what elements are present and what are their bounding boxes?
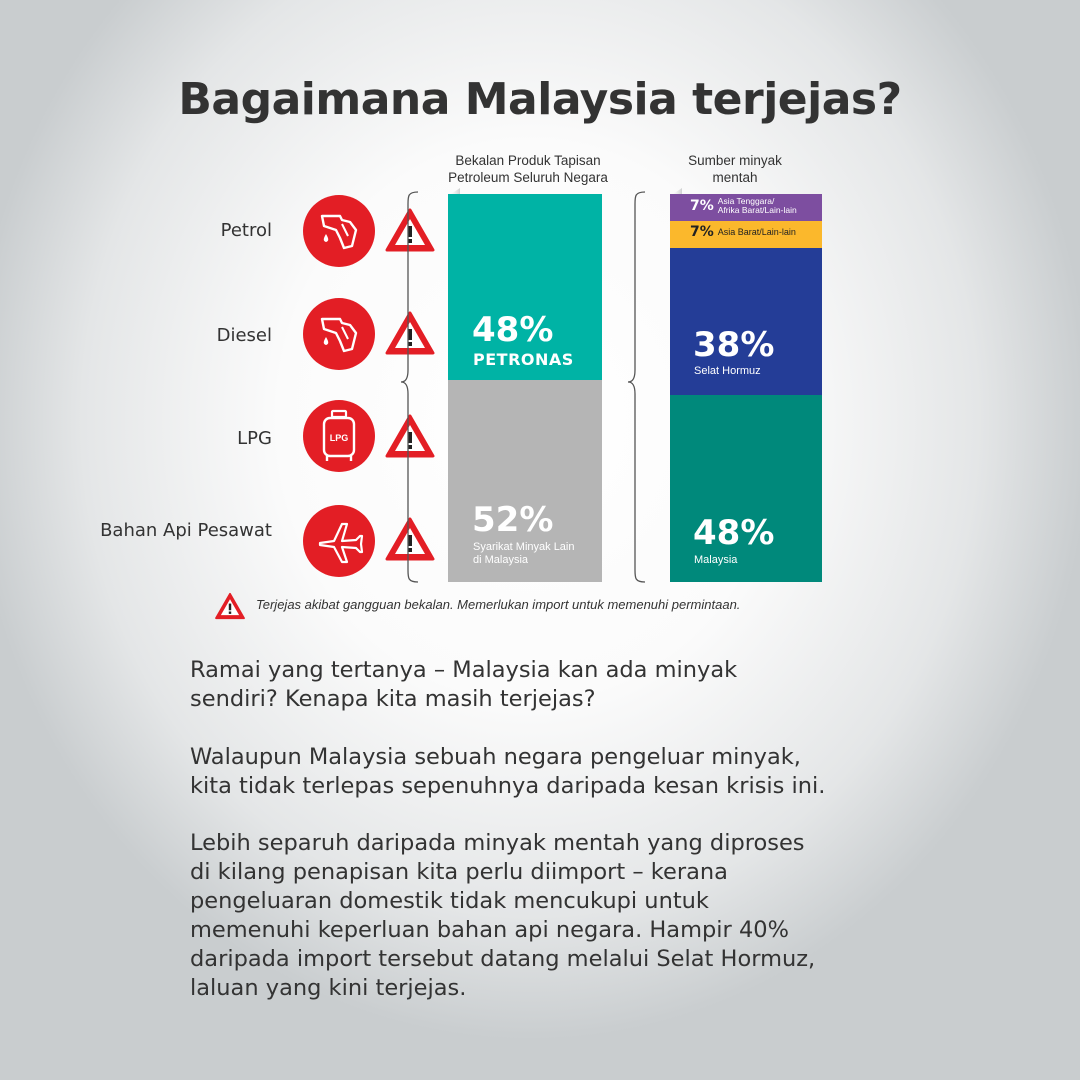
bar-2-sea-africa-label-line-2: Afrika Barat/Lain-lain (717, 205, 797, 215)
bar-2-segment-hormuz (670, 248, 822, 395)
chart-1-title-line-2: Petroleum Seluruh Negara (448, 170, 608, 185)
paragraph-1-line-2: sendiri? Kenapa kita masih terjejas? (190, 686, 596, 712)
page-title: Bagaimana Malaysia terjejas? (178, 74, 902, 125)
bar-2-hormuz-value: 38% (693, 325, 775, 365)
bar-1-other-label: Syarikat Minyak Lain di Malaysia (473, 541, 575, 567)
chart-1-title-line-1: Bekalan Produk Tapisan (455, 153, 601, 168)
lpg-cylinder-text: LPG (330, 433, 349, 443)
bar-1-petronas-value: 48% (472, 310, 554, 350)
paragraph-1: Ramai yang tertanya – Malaysia kan ada m… (190, 656, 910, 714)
legend-note: Terjejas akibat gangguan bekalan. Memerl… (256, 597, 741, 612)
bar-2-west-asia-value: 7% (690, 224, 714, 240)
bar-2-segment-sea-africa (670, 194, 822, 221)
bar-2-segment-malaysia (670, 395, 822, 582)
product-label-jet-fuel: Bahan Api Pesawat (100, 520, 272, 541)
paragraph-2: Walaupun Malaysia sebuah negara pengelua… (190, 743, 910, 801)
paragraph-2-line-1: Walaupun Malaysia sebuah negara pengelua… (190, 744, 801, 770)
chart-2-title: Sumber minyak mentah (660, 152, 810, 186)
brace-left (400, 191, 419, 583)
lpg-icon: LPG (303, 400, 375, 472)
bar-1-segment-petronas (448, 194, 602, 380)
warning-icon (215, 592, 245, 620)
warning-icon (385, 311, 435, 355)
bar-1-segment-other (448, 380, 602, 582)
chart-2-title-line-2: mentah (712, 170, 758, 185)
chart-1-title: Bekalan Produk Tapisan Petroleum Seluruh… (418, 152, 638, 186)
bar-2-sea-africa-label: Asia Tenggara/ Afrika Barat/Lain-lain (718, 197, 797, 215)
warning-icon (385, 208, 435, 252)
chart-2-title-line-1: Sumber minyak (688, 153, 782, 168)
bar-1-other-label-line-2: di Malaysia (473, 554, 529, 566)
product-label-petrol: Petrol (220, 220, 272, 241)
paragraph-3-line-4: memenuhi keperluan bahan api negara. Ham… (190, 917, 789, 943)
bar-2-hormuz-label: Selat Hormuz (694, 365, 761, 377)
fuel-nozzle-icon (320, 317, 358, 353)
paragraph-3: Lebih separuh daripada minyak mentah yan… (190, 829, 910, 1003)
jet-fuel-icon (303, 505, 375, 577)
brace-right (627, 191, 646, 583)
warning-icon (385, 517, 435, 561)
bar-2-sea-africa-label-line-1: Asia Tenggara/ (717, 196, 775, 206)
airplane-icon (318, 522, 364, 564)
petrol-icon (303, 195, 375, 267)
bar-2 (670, 194, 822, 582)
paragraph-3-line-5: daripada import tersebut datang melalui … (190, 946, 816, 972)
bar-1-other-value: 52% (472, 500, 554, 540)
product-label-lpg: LPG (237, 428, 272, 449)
fuel-nozzle-icon (320, 214, 358, 250)
paragraph-3-line-3: pengeluaran domestik tidak mencukupi unt… (190, 888, 709, 914)
bar-2-west-asia-label-row: 7% Asia Barat/Lain-lain (690, 224, 796, 240)
product-label-diesel: Diesel (216, 325, 272, 346)
bar-2-malaysia-label: Malaysia (694, 554, 738, 566)
bar-2-segment-west-asia (670, 221, 822, 248)
bar-2-west-asia-label: Asia Barat/Lain-lain (717, 227, 796, 237)
paragraph-3-line-2: di kilang penapisan kita perlu diimport … (190, 859, 728, 885)
bar-2-malaysia-value: 48% (693, 513, 775, 553)
lpg-cylinder-icon: LPG (322, 409, 356, 461)
paragraph-2-line-2: kita tidak terlepas sepenuhnya daripada … (190, 773, 826, 799)
paragraph-1-line-1: Ramai yang tertanya – Malaysia kan ada m… (190, 657, 738, 683)
bar-2-sea-africa-label-row: 7% Asia Tenggara/ Afrika Barat/Lain-lain (690, 197, 797, 215)
bar-1-petronas-label: PETRONAS (473, 350, 574, 369)
bar-1-other-label-line-1: Syarikat Minyak Lain (473, 541, 575, 553)
paragraph-3-line-1: Lebih separuh daripada minyak mentah yan… (190, 830, 805, 856)
warning-icon (385, 414, 435, 458)
bar-1 (448, 194, 602, 582)
diesel-icon (303, 298, 375, 370)
bar-2-sea-africa-value: 7% (690, 198, 714, 214)
paragraph-3-line-6: laluan yang kini terjejas. (190, 975, 467, 1001)
